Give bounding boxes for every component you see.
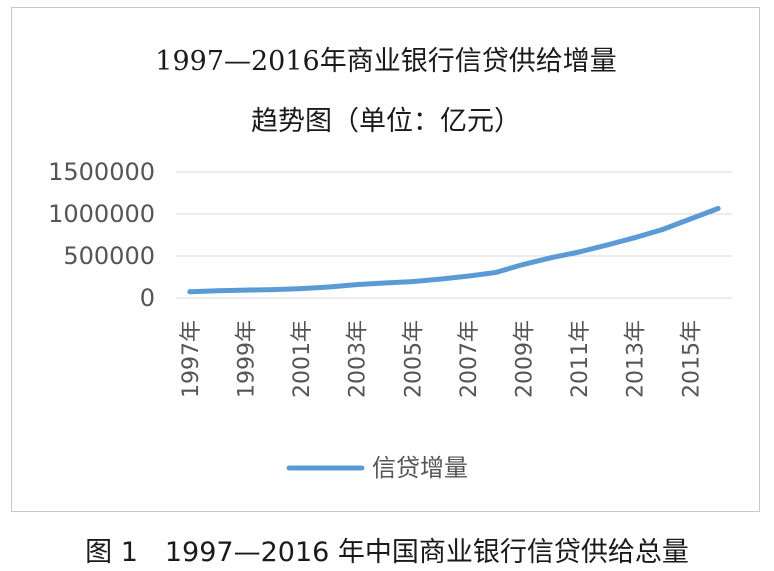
- data-point: [215, 288, 221, 294]
- figure-caption: 图 1 1997—2016 年中国商业银行信贷供给总量: [85, 537, 689, 568]
- data-point: [354, 282, 360, 288]
- x-tick-label: 2005年: [401, 320, 426, 398]
- x-tick-label: 2007年: [457, 320, 482, 398]
- series-line: [187, 206, 721, 295]
- data-point: [270, 287, 276, 293]
- legend: 信贷增量: [286, 454, 468, 482]
- data-point: [632, 235, 638, 241]
- x-tick-label: 2009年: [513, 320, 538, 398]
- y-tick-label: 0: [140, 284, 155, 312]
- data-point: [298, 286, 304, 292]
- series-layer: [187, 206, 721, 295]
- data-point: [243, 287, 248, 293]
- y-tick-label: 1000000: [48, 200, 155, 228]
- chart-frame: 1997—2016年商业银行信贷供给增量 趋势图（单位：亿元） 0 500000…: [11, 7, 760, 512]
- x-tick-label: 2011年: [568, 320, 593, 398]
- x-tick-label: 2003年: [346, 320, 371, 398]
- line-chart: 1997—2016年商业银行信贷供给增量 趋势图（单位：亿元） 0 500000…: [48, 46, 732, 482]
- x-tick-label: 2015年: [679, 320, 704, 398]
- legend-label: 信贷增量: [372, 454, 468, 482]
- chart-title-line-2: 趋势图（单位：亿元）: [251, 106, 521, 137]
- data-point: [493, 270, 499, 275]
- y-tick-label: 500000: [63, 242, 155, 270]
- data-point: [382, 280, 387, 286]
- data-point: [715, 206, 721, 211]
- x-tick-label: 2013年: [624, 320, 649, 398]
- data-point: [409, 279, 415, 285]
- data-point: [187, 289, 193, 295]
- y-tick-label: 1500000: [48, 158, 155, 186]
- data-point: [521, 261, 526, 267]
- gridlines: [176, 171, 732, 299]
- data-point: [326, 284, 332, 290]
- data-point: [576, 249, 582, 255]
- x-tick-label: 1999年: [235, 320, 260, 398]
- data-point: [660, 227, 665, 232]
- data-point: [437, 276, 443, 282]
- data-point: [604, 242, 610, 248]
- data-point: [465, 273, 471, 279]
- data-point: [687, 216, 693, 222]
- chart-title-line-1: 1997—2016年商业银行信贷供给增量: [155, 46, 616, 77]
- data-point: [548, 255, 554, 261]
- x-tick-label: 2001年: [290, 320, 315, 398]
- y-axis-tick-labels: 0 500000 1000000 1500000: [48, 158, 155, 312]
- x-tick-label: 1997年: [179, 320, 204, 398]
- x-axis-tick-labels: 1997年 1999年 2001年 2003年 2005年 2007年 2009年 2011年…: [179, 320, 704, 398]
